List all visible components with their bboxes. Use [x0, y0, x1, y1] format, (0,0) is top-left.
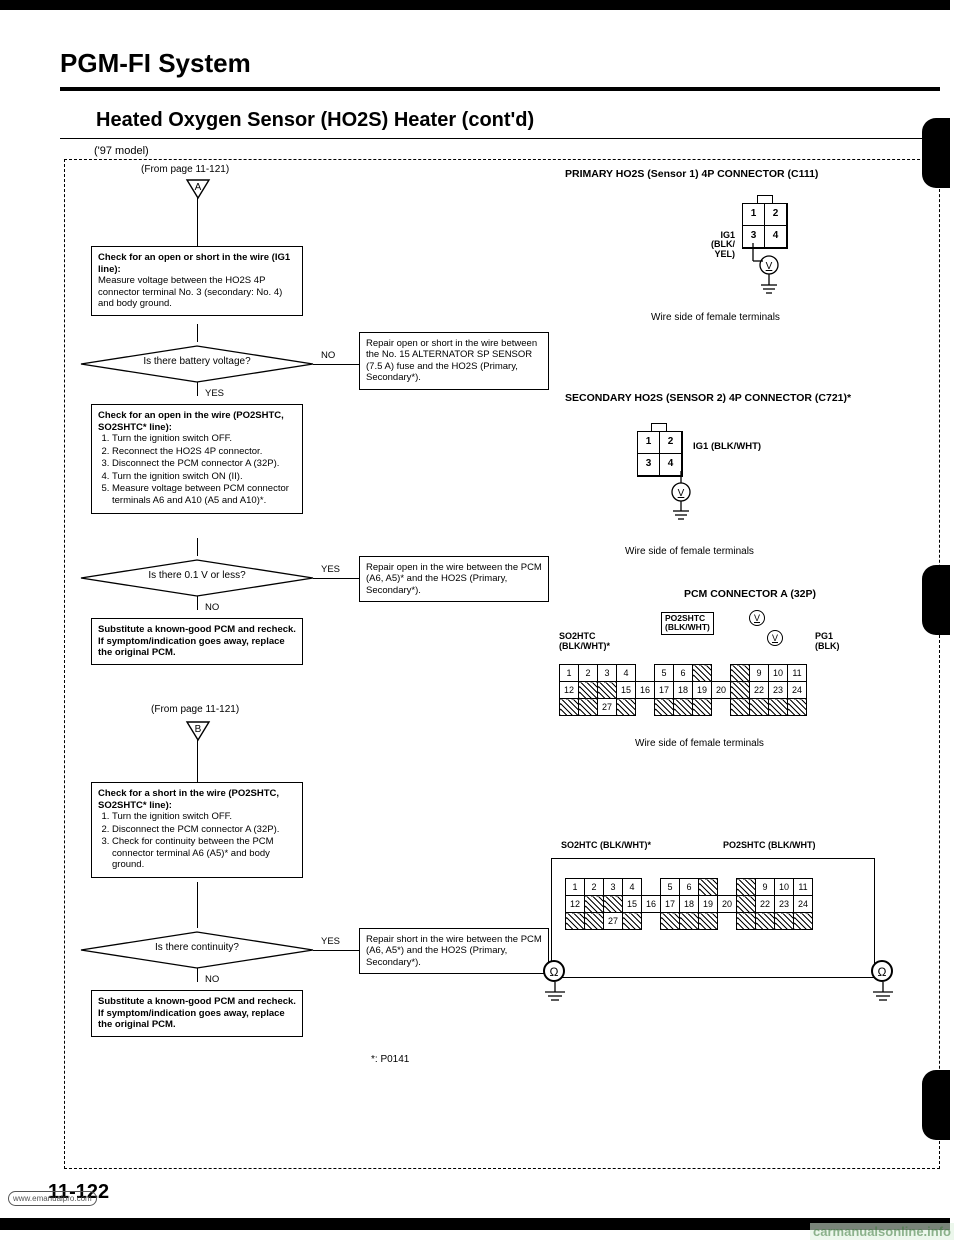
flow-line [197, 198, 198, 246]
repair-open-short-ig1: Repair open or short in the wire between… [359, 332, 549, 390]
flow-line [197, 968, 198, 982]
footnote: *: P0141 [371, 1054, 409, 1065]
wire-side-label: Wire side of female terminals [635, 738, 764, 749]
v-circle: V [767, 630, 783, 646]
connector-title: PCM CONNECTOR A (32P) [565, 588, 935, 601]
ground-symbol [535, 982, 575, 1012]
ig1-label: IG1(BLK/YEL) [683, 231, 735, 261]
no-label: NO [205, 974, 219, 985]
step: Disconnect the PCM connector A (32P). [112, 824, 296, 836]
ohm-meter-symbol: Ω [871, 960, 893, 982]
so2htc-label: SO2HTC (BLK/WHT)* [561, 840, 651, 850]
page-subtitle: Heated Oxygen Sensor (HO2S) Heater (cont… [96, 109, 930, 132]
pg1-label: PG1(BLK) [815, 632, 840, 652]
page-content: PGM-FI System Heated Oxygen Sensor (HO2S… [60, 48, 930, 1169]
svg-text:V: V [766, 261, 773, 272]
proc-check-open-po2shtc: Check for an open in the wire (PO2SHTC, … [91, 404, 303, 514]
step: Disconnect the PCM connector A (32P). [112, 458, 296, 470]
proc-check-open-short-ig1: Check for an open or short in the wire (… [91, 246, 303, 316]
flow-line [197, 882, 198, 928]
proc-steps: Turn the ignition switch OFF. Reconnect … [112, 433, 296, 506]
repair-short-po2shtc: Repair short in the wire between the PCM… [359, 928, 549, 974]
pin-grid-32p: 1234 56 91011 1215 1617181920 222324 [565, 878, 813, 930]
flow-line [197, 382, 198, 396]
wire-side-label: Wire side of female terminals [625, 546, 754, 557]
decision-label: Is there continuity? [77, 942, 317, 953]
step: Turn the ignition switch OFF. [112, 433, 296, 445]
proc-check-short-po2shtc: Check for a short in the wire (PO2SHTC, … [91, 782, 303, 878]
flowchart: (From page 11-121) A Check for an open o… [77, 164, 497, 1164]
step: Reconnect the HO2S 4P connector. [112, 446, 296, 458]
wire-side-label: Wire side of female terminals [651, 312, 780, 323]
no-label: NO [321, 350, 335, 361]
from-page-ref: (From page 11-121) [141, 164, 229, 175]
secondary-ho2s-connector: SECONDARY HO2S (SENSOR 2) 4P CONNECTOR (… [565, 392, 925, 459]
pin: 1 [637, 431, 660, 454]
step: Check for continuity between the PCM con… [112, 836, 296, 871]
from-page-ref: (From page 11-121) [151, 704, 239, 715]
proc-steps: Turn the ignition switch OFF. Disconnect… [112, 811, 296, 871]
ig1b-label: IG1 (BLK/WHT) [693, 441, 761, 452]
so2htc-label: SO2HTC(BLK/WHT)* [559, 632, 610, 652]
v-circle: V [749, 610, 765, 626]
pin: 1 [742, 203, 765, 226]
proc-substitute-pcm-2: Substitute a known-good PCM and recheck.… [91, 990, 303, 1037]
connector-tab [757, 195, 773, 203]
step: Measure voltage between PCM connector te… [112, 483, 296, 506]
proc-title: Check for an open in the wire (PO2SHTC, … [98, 410, 284, 433]
svg-text:B: B [195, 724, 202, 735]
model-label: ('97 model) [94, 145, 930, 157]
voltmeter-symbol: V [659, 471, 709, 531]
flow-line [197, 596, 198, 610]
svg-text:V: V [678, 488, 685, 499]
flow-line [313, 950, 359, 951]
continuation-triangle-b: B [185, 720, 211, 742]
pin: 2 [764, 203, 787, 226]
connector-tab [651, 423, 667, 431]
no-label: NO [205, 602, 219, 613]
proc-title: Check for a short in the wire (PO2SHTC, … [98, 788, 279, 811]
primary-ho2s-connector: PRIMARY HO2S (Sensor 1) 4P CONNECTOR (C1… [565, 168, 925, 235]
yes-label: YES [321, 564, 340, 575]
watermark-left: www.emanualpro.com [8, 1191, 97, 1206]
flow-line [197, 538, 198, 556]
step: Turn the ignition switch OFF. [112, 811, 296, 823]
yes-label: YES [321, 936, 340, 947]
decision-battery-voltage: Is there battery voltage? [77, 342, 317, 386]
pin: 3 [637, 453, 660, 476]
po2shtc-label: PO2SHTC (BLK/WHT) [723, 840, 816, 850]
po2shtc-box: PO2SHTC(BLK/WHT) [661, 612, 714, 635]
ground-symbol [863, 982, 903, 1012]
step: Turn the ignition switch ON (II). [112, 471, 296, 483]
continuation-triangle-a: A [185, 178, 211, 200]
voltmeter-symbol: V [745, 243, 805, 303]
decision-01v-or-less: Is there 0.1 V or less? [77, 556, 317, 600]
diagram-container: (From page 11-121) A Check for an open o… [64, 159, 940, 1169]
proc-body: Measure voltage between the HO2S 4P conn… [98, 275, 282, 309]
decision-continuity: Is there continuity? [77, 928, 317, 972]
rule [60, 87, 940, 91]
rule [60, 138, 940, 139]
section-title: PGM-FI System [60, 48, 930, 79]
proc-substitute-pcm-1: Substitute a known-good PCM and recheck.… [91, 618, 303, 665]
proc-title: Check for an open or short in the wire (… [98, 252, 290, 275]
pin: 2 [659, 431, 682, 454]
repair-open-po2shtc: Repair open in the wire between the PCM … [359, 556, 549, 602]
connector-title: SECONDARY HO2S (SENSOR 2) 4P CONNECTOR (… [565, 392, 925, 405]
flow-line [197, 324, 198, 342]
page-frame: PGM-FI System Heated Oxygen Sensor (HO2S… [0, 0, 950, 1230]
svg-text:A: A [195, 182, 202, 193]
pcm-connector-a-32p: PCM CONNECTOR A (32P) SO2HTC(BLK/WHT)* P… [565, 588, 935, 601]
decision-label: Is there battery voltage? [77, 356, 317, 367]
ohm-meter-symbol: Ω [543, 960, 565, 982]
connector-title: PRIMARY HO2S (Sensor 1) 4P CONNECTOR (C1… [565, 168, 925, 181]
watermark-right: carmanualsonline.info [810, 1223, 954, 1240]
flow-line [313, 578, 359, 579]
decision-label: Is there 0.1 V or less? [77, 570, 317, 581]
pin-grid-32p: 1234 56 91011 1215 1617181920 222324 [559, 664, 807, 716]
flow-line [313, 364, 359, 365]
flow-line [197, 740, 198, 782]
yes-label: YES [205, 388, 224, 399]
